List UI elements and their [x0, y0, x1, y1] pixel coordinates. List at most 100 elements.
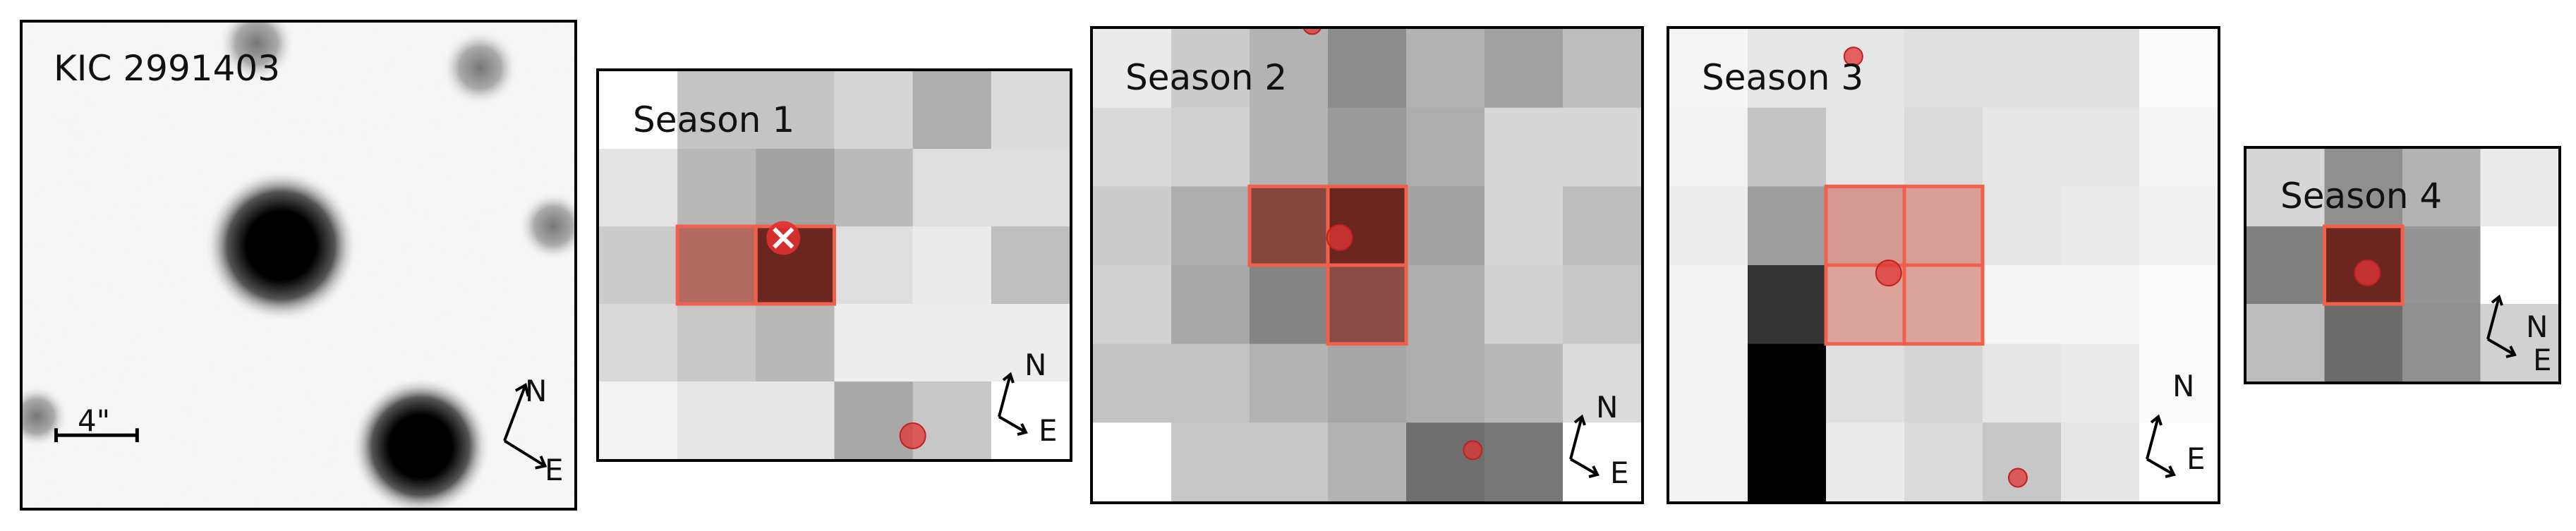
pixel-cell: [2402, 304, 2481, 382]
pixel-cell: [1171, 422, 1250, 501]
pixel-cell: [1484, 343, 1564, 423]
pixel-cell: [2061, 265, 2140, 345]
pixel-cell: [834, 226, 914, 305]
pixel-cell: [1171, 29, 1250, 109]
aperture-pixel: [1902, 184, 1985, 267]
pixel-cell: [1563, 107, 1641, 187]
pixel-cell: [1250, 265, 1329, 345]
season-1-label: Season 1: [633, 99, 795, 140]
pixel-cell: [1484, 29, 1564, 109]
pixel-cell: [1983, 186, 2062, 266]
pixel-cell: [1484, 265, 1564, 345]
compass-icon: [1569, 414, 1600, 478]
neighbor-star: [351, 377, 491, 508]
pixel-cell: [2139, 343, 2218, 423]
compass-icon: [2146, 414, 2176, 478]
pixel-cell: [677, 304, 756, 382]
pixel-cell: [1748, 186, 1827, 266]
pixel-cell: [2061, 343, 2140, 423]
pixel-cell: [991, 71, 1070, 149]
pixel-cell: [1250, 107, 1329, 187]
pixel-cell: [1250, 422, 1329, 501]
pixel-cell: [991, 304, 1070, 382]
pixel-cell: [2324, 149, 2403, 227]
source-marker: [1463, 440, 1483, 460]
compass-east-label: E: [2533, 343, 2552, 377]
pixel-cell: [1669, 422, 1748, 501]
pixel-cell: [1093, 107, 1172, 187]
aperture-pixel: [1326, 263, 1408, 346]
pixel-cell: [1484, 422, 1564, 501]
pixel-cell: [677, 71, 756, 149]
pixel-cell: [912, 382, 992, 459]
source-marker: [2354, 260, 2381, 286]
faint-star: [441, 29, 519, 106]
pixel-cell: [1669, 265, 1748, 345]
faint-star: [518, 191, 574, 262]
aperture-pixel: [1824, 184, 1906, 267]
season-4-label: Season 4: [2280, 176, 2443, 216]
star-field-image: [23, 23, 574, 508]
compass-icon: [2486, 294, 2517, 358]
pixel-cell: [1328, 29, 1407, 109]
scale-label: 4": [78, 403, 111, 438]
pixel-cell: [1406, 186, 1485, 266]
pixel-cell: [1669, 29, 1748, 109]
pixel-cell: [1406, 265, 1485, 345]
pixel-cell: [912, 226, 992, 305]
season-4-pixel-grid: [2247, 149, 2558, 382]
pixel-cell: [677, 149, 756, 227]
source-marker: [1843, 47, 1863, 67]
pixel-cell: [599, 149, 678, 227]
season-1-pixel-grid: [599, 71, 1070, 459]
pixel-cell: [1563, 186, 1641, 266]
pixel-cell: [2247, 226, 2325, 305]
pixel-cell: [1093, 343, 1172, 423]
pixel-cell: [1093, 265, 1172, 345]
pixel-cell: [1406, 29, 1485, 109]
pixel-cell: [912, 149, 992, 227]
pixel-cell: [1983, 422, 2062, 501]
pixel-cell: [1904, 29, 1983, 109]
pixel-cell: [1328, 422, 1407, 501]
pixel-cell: [2061, 29, 2140, 109]
pixel-cell: [1826, 29, 1905, 109]
pixel-cell: [991, 226, 1070, 305]
pixel-cell: [677, 382, 756, 459]
compass-east-label: E: [545, 453, 564, 487]
pixel-cell: [2061, 107, 2140, 187]
compass-icon: [503, 383, 548, 470]
pixel-cell: [1171, 186, 1250, 266]
pixel-cell: [1826, 107, 1905, 187]
pixel-cell: [834, 71, 914, 149]
faint-star: [218, 23, 296, 83]
pixel-cell: [2402, 149, 2481, 227]
pixel-cell: [1406, 422, 1485, 501]
pixel-cell: [1093, 422, 1172, 501]
pixel-cell: [912, 304, 992, 382]
pixel-cell: [1250, 343, 1329, 423]
compass-icon: [998, 372, 1028, 436]
compass-east-label: E: [1610, 456, 1629, 490]
pixel-cell: [2061, 186, 2140, 266]
pixel-cell: [2324, 304, 2403, 382]
source-marker: [2007, 468, 2028, 488]
source-marker: [1302, 29, 1322, 35]
compass-north-label: N: [2526, 310, 2548, 344]
target-x-icon: [773, 227, 794, 249]
pixel-cell: [912, 71, 992, 149]
aperture-pixel: [1247, 184, 1330, 267]
pixel-cell: [1328, 343, 1407, 423]
pixel-cell: [1748, 107, 1827, 187]
season-2-panel: Season 2 N E: [1090, 26, 1644, 504]
pixel-cell: [1983, 29, 2062, 109]
pixel-cell: [599, 382, 678, 459]
aperture-pixel: [675, 224, 758, 306]
pixel-cell: [1904, 107, 1983, 187]
star-title: KIC 2991403: [54, 48, 281, 89]
pixel-cell: [2247, 149, 2325, 227]
scale-bar: [54, 428, 139, 443]
pixel-cell: [1563, 265, 1641, 345]
pixel-cell: [1983, 107, 2062, 187]
pixel-cell: [834, 304, 914, 382]
